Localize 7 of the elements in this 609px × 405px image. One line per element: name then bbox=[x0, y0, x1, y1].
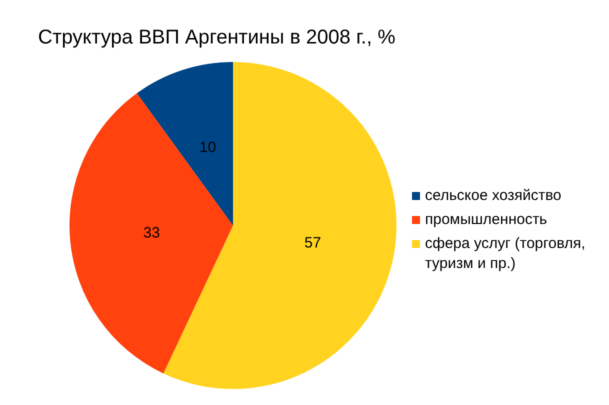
legend-label: промышленность bbox=[425, 210, 548, 230]
legend-label: сельское хозяйство bbox=[425, 186, 562, 206]
legend-label: сфера услуг (торговля, туризм и пр.) bbox=[425, 234, 586, 274]
data-label: 33 bbox=[143, 224, 160, 242]
chart-title: Структура ВВП Аргентины в 2008 г., % bbox=[38, 26, 396, 49]
data-label: 57 bbox=[304, 234, 322, 252]
data-label: 10 bbox=[199, 138, 216, 156]
